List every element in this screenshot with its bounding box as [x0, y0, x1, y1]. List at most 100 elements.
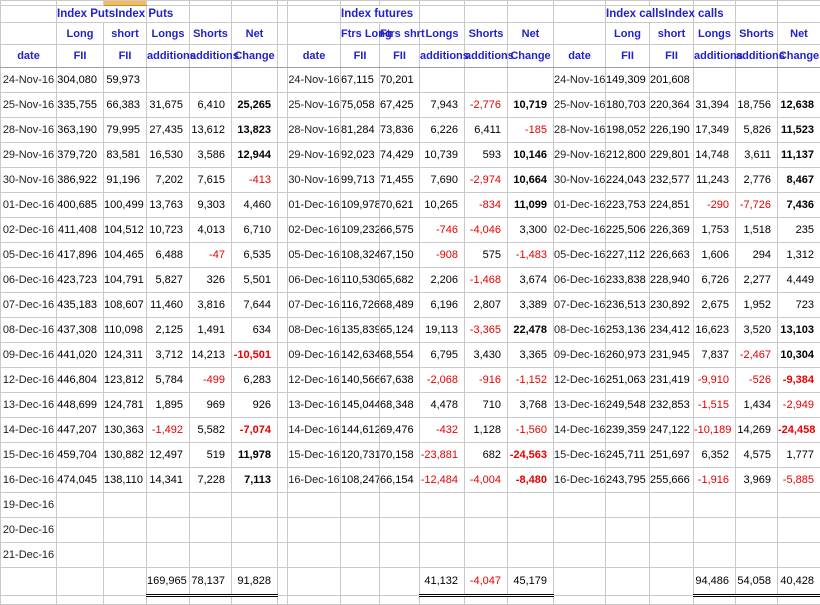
cell-calls-long-fii[interactable]: 227,112 — [605, 242, 650, 268]
cell-futures-shorts-additions[interactable]: -834 — [464, 192, 508, 218]
cell-gap[interactable] — [277, 442, 288, 468]
cell-puts-longs-additions[interactable]: 3,712 — [146, 342, 190, 368]
cell-futures-shorts-additions[interactable]: 2,807 — [464, 292, 508, 318]
cell-calls-long-fii[interactable]: 260,973 — [605, 342, 650, 368]
cell-calls-longs-additions[interactable]: 11,243 — [693, 167, 736, 193]
cell-calls-shorts-additions[interactable]: 3,520 — [735, 317, 778, 343]
cell-puts-long-fii[interactable] — [56, 492, 104, 518]
cell-futures-longs-additions[interactable]: 6,795 — [419, 342, 465, 368]
cell-calls-date[interactable]: 14-Dec-16 — [553, 417, 606, 443]
cell-calls-short-fii[interactable]: 229,801 — [649, 142, 694, 168]
cell-calls-short-fii[interactable]: 255,666 — [649, 467, 694, 493]
cell-futures-long-fii[interactable]: 120,731 — [340, 442, 380, 468]
cell-calls-longs-additions[interactable]: 17,349 — [693, 117, 736, 143]
header-futures-blank[interactable] — [287, 22, 341, 45]
cell-puts-longs-additions[interactable]: 7,202 — [146, 167, 190, 193]
cell-calls-net-change[interactable]: -5,885 — [777, 467, 820, 493]
cell-futures-short-fii[interactable]: 65,682 — [379, 267, 420, 293]
cell-puts-short-fii[interactable] — [103, 542, 147, 568]
cell-puts-long-fii[interactable]: 386,922 — [56, 167, 104, 193]
cell-futures-longs-additions[interactable] — [419, 517, 465, 543]
cell-calls-longs-additions[interactable]: 31,394 — [693, 92, 736, 118]
cell-puts-date[interactable]: 09-Dec-16 — [0, 342, 57, 368]
cell-calls-shorts-additions[interactable]: 2,277 — [735, 267, 778, 293]
cell-puts-long-fii[interactable] — [56, 567, 104, 596]
cell-puts-date[interactable]: 02-Dec-16 — [0, 217, 57, 243]
cell-futures-short-fii[interactable]: 70,201 — [379, 67, 420, 93]
cell-futures-net-change[interactable]: 22,478 — [507, 317, 554, 343]
cell-calls-date[interactable] — [553, 567, 606, 596]
cell-puts-net-change[interactable]: 6,535 — [231, 242, 278, 268]
header-puts-change[interactable]: Change — [231, 44, 278, 68]
cell-puts-shorts-additions[interactable]: 1,491 — [189, 317, 232, 343]
cell-futures-short-fii[interactable]: 68,554 — [379, 342, 420, 368]
cell-puts-shorts-additions[interactable]: 326 — [189, 267, 232, 293]
cell-gap[interactable] — [277, 567, 288, 596]
cell-calls-title-pad[interactable] — [553, 5, 606, 23]
cell-calls-shorts-additions[interactable]: 3,611 — [735, 142, 778, 168]
cell-calls-long-fii[interactable] — [605, 492, 650, 518]
cell-calls-date[interactable]: 25-Nov-16 — [553, 92, 606, 118]
cell-futures-long-fii[interactable] — [340, 492, 380, 518]
header-futures-change[interactable]: Change — [507, 44, 554, 68]
cell-futures-short-fii[interactable]: 68,348 — [379, 392, 420, 418]
cell-calls-date[interactable] — [553, 517, 606, 543]
cell-puts-net-change[interactable] — [231, 517, 278, 543]
cell-strip[interactable] — [693, 595, 736, 605]
cell-strip[interactable] — [0, 595, 57, 605]
cell-calls-longs-additions[interactable]: -9,910 — [693, 367, 736, 393]
cell-futures-net-change[interactable]: -1,152 — [507, 367, 554, 393]
cell-futures-shorts-additions[interactable]: 710 — [464, 392, 508, 418]
header-puts-shorts[interactable]: Shorts — [189, 22, 232, 45]
cell-calls-shorts-additions[interactable]: -7,726 — [735, 192, 778, 218]
cell-futures-short-fii[interactable]: 68,489 — [379, 292, 420, 318]
cell-puts-net-change[interactable]: 7,644 — [231, 292, 278, 318]
cell-calls-shorts-additions[interactable] — [735, 517, 778, 543]
cell-puts-longs-additions[interactable] — [146, 542, 190, 568]
cell-puts-short-fii[interactable]: 130,882 — [103, 442, 147, 468]
cell-puts-longs-additions[interactable]: 1,895 — [146, 392, 190, 418]
cell-futures-longs-additions[interactable]: 2,206 — [419, 267, 465, 293]
cell-calls-net-change[interactable]: 11,137 — [777, 142, 820, 168]
cell-futures-date[interactable]: 01-Dec-16 — [287, 192, 341, 218]
cell-futures-short-fii[interactable]: 70,621 — [379, 192, 420, 218]
header-futures-shorts[interactable]: Shorts — [464, 22, 508, 45]
cell-futures-short-fii[interactable]: 71,455 — [379, 167, 420, 193]
cell-strip[interactable] — [103, 595, 147, 605]
cell-calls-shorts-additions[interactable]: -2,467 — [735, 342, 778, 368]
header-futures-short[interactable]: Ftrs shrt — [379, 22, 425, 45]
cell-calls-shorts-additions[interactable]: 5,826 — [735, 117, 778, 143]
cell-futures-long-fii[interactable]: 108,247 — [340, 467, 380, 493]
cell-puts-shorts-additions[interactable]: 9,303 — [189, 192, 232, 218]
cell-calls-short-fii[interactable]: 226,663 — [649, 242, 694, 268]
cell-puts-net-change[interactable]: 12,944 — [231, 142, 278, 168]
cell-calls-shorts-additions[interactable]: 18,756 — [735, 92, 778, 118]
cell-futures-date[interactable]: 07-Dec-16 — [287, 292, 341, 318]
cell-puts-short-fii[interactable] — [103, 517, 147, 543]
cell-puts-short-fii[interactable]: 124,781 — [103, 392, 147, 418]
cell-puts-date[interactable]: 25-Nov-16 — [0, 92, 57, 118]
cell-futures-longs-additions[interactable]: -746 — [419, 217, 465, 243]
cell-calls-net-change[interactable] — [777, 492, 820, 518]
cell-calls-net-change[interactable]: -24,458 — [777, 417, 820, 443]
cell-puts-long-fii[interactable]: 437,308 — [56, 317, 104, 343]
cell-puts-net-change[interactable] — [231, 67, 278, 93]
cell-puts-title-pad[interactable] — [0, 5, 57, 23]
cell-puts-short-fii[interactable]: 66,383 — [103, 92, 147, 118]
cell-futures-long-fii[interactable]: 109,232 — [340, 217, 380, 243]
cell-calls-short-fii[interactable]: 226,369 — [649, 217, 694, 243]
cell-puts-shorts-additions[interactable]: 14,213 — [189, 342, 232, 368]
cell-calls-short-fii[interactable]: 220,364 — [649, 92, 694, 118]
cell-calls-short-fii[interactable]: 226,190 — [649, 117, 694, 143]
header-calls-date[interactable]: date — [553, 44, 606, 68]
cell-futures-short-fii[interactable]: 70,158 — [379, 442, 420, 468]
cell-futures-longs-additions[interactable]: 10,265 — [419, 192, 465, 218]
cell-puts-shorts-additions[interactable]: 7,615 — [189, 167, 232, 193]
header-calls-net[interactable]: Net — [777, 22, 820, 45]
cell-calls-shorts-additions[interactable]: 1,518 — [735, 217, 778, 243]
cell-gap[interactable] — [277, 117, 288, 143]
cell-calls-short-fii[interactable]: 201,608 — [649, 67, 694, 93]
cell-puts-short-fii[interactable]: 83,581 — [103, 142, 147, 168]
cell-calls-longs-additions[interactable]: -1,916 — [693, 467, 736, 493]
total-calls-net-change[interactable]: 40,428 — [777, 567, 820, 597]
